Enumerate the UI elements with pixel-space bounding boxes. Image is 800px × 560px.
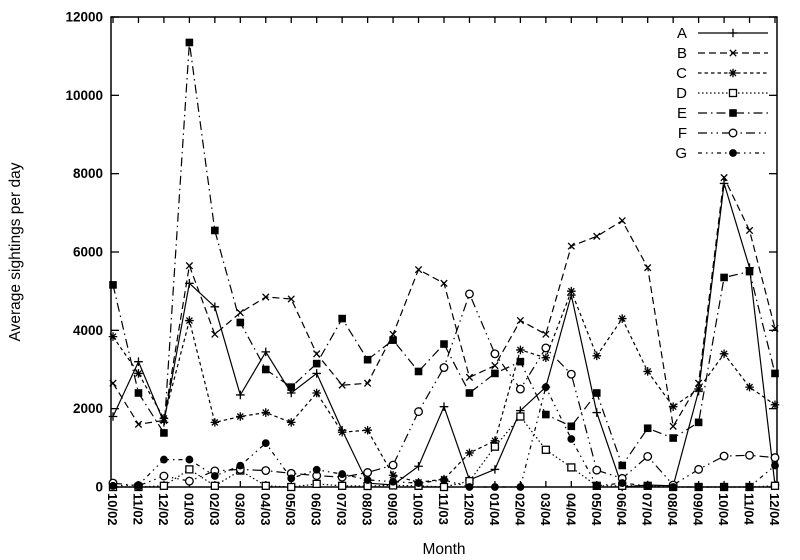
x-tick-label: 06/04	[614, 493, 629, 526]
x-tick-label: 05/03	[283, 493, 298, 526]
x-tick-label: 06/03	[309, 493, 324, 526]
series-C	[112, 289, 776, 483]
y-tick-label: 8000	[73, 166, 103, 181]
x-axis: 10/02 11/02 12/02 01/03 02/03 03/03 04/03 05/03…	[105, 17, 782, 526]
y-tick-label: 0	[95, 480, 103, 495]
legend-label-E: E	[677, 105, 687, 122]
x-tick-label: 08/04	[665, 493, 680, 526]
series-C-markers	[108, 286, 780, 487]
y-tick-label: 2000	[73, 401, 103, 416]
x-tick-label: 02/03	[207, 493, 222, 526]
x-tick-label: 12/02	[156, 493, 171, 526]
series-E-markers	[109, 38, 779, 470]
legend-label-B: B	[677, 45, 687, 62]
x-tick-label: 01/04	[487, 493, 502, 526]
x-tick-label: 01/03	[181, 493, 196, 526]
y-tick-label: 6000	[73, 245, 103, 260]
x-tick-label: 08/03	[360, 493, 375, 526]
x-tick-label: 09/04	[691, 493, 706, 526]
series-A-markers	[108, 179, 780, 492]
series-B-markers	[109, 173, 779, 430]
x-tick-label: 07/04	[640, 493, 655, 526]
x-tick-label: 10/03	[411, 493, 426, 526]
x-tick-label: 10/02	[105, 493, 120, 526]
series-F	[112, 292, 776, 487]
series-E	[112, 42, 776, 467]
legend-label-F: F	[678, 125, 687, 142]
legend-label-D: D	[676, 85, 687, 102]
y-axis: 0 2000 4000 6000 8000 10000 12000	[65, 10, 777, 495]
x-tick-label: 05/04	[589, 493, 604, 526]
y-tick-label: 10000	[65, 88, 103, 103]
x-tick-label: 12/04	[767, 493, 782, 526]
x-tick-label: 04/04	[563, 493, 578, 526]
y-axis-title: Average sightings per day	[7, 162, 24, 341]
legend-label-G: G	[675, 145, 687, 162]
y-tick-label: 12000	[65, 10, 103, 25]
x-tick-label: 12/03	[461, 493, 476, 526]
x-tick-label: 04/03	[258, 493, 273, 526]
legend-label-A: A	[677, 25, 687, 42]
x-tick-label: 02/04	[512, 493, 527, 526]
x-tick-label: 10/04	[716, 493, 731, 526]
x-tick-label: 03/04	[538, 493, 553, 526]
legend-label-C: C	[676, 65, 687, 82]
y-tick-label: 4000	[73, 323, 103, 338]
x-tick-label: 11/03	[436, 493, 451, 525]
x-tick-label: 11/04	[742, 493, 757, 526]
x-tick-label: 03/03	[232, 493, 247, 526]
x-axis-title: Month	[422, 541, 465, 558]
x-tick-label: 07/03	[334, 493, 349, 526]
x-tick-label: 09/03	[385, 493, 400, 526]
x-tick-label: 11/02	[130, 493, 145, 525]
series-G-markers	[109, 383, 779, 491]
